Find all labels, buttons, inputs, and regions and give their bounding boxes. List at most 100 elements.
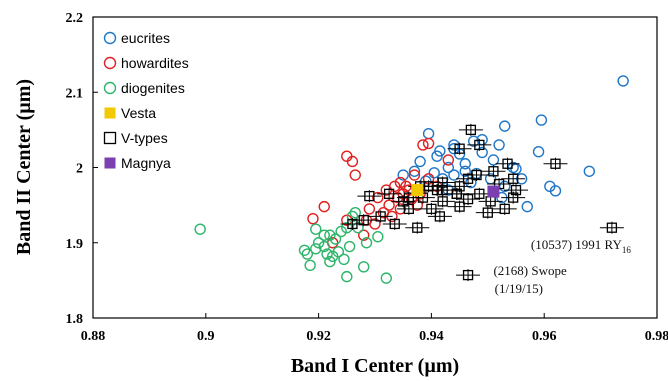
v-types-point <box>474 139 485 151</box>
howardites-point <box>346 155 359 168</box>
y-axis-title: Band II Center (µm) <box>13 79 35 255</box>
eucrites-point <box>465 176 477 189</box>
v-types-point <box>606 222 618 233</box>
legend: eucrites howardites diogenites Vesta V-types… <box>103 30 189 171</box>
v-types-point <box>389 218 400 230</box>
eucrites-point <box>487 154 500 166</box>
eucrites-point <box>448 139 460 151</box>
howardites-point <box>377 206 390 219</box>
legend-marker-v-types <box>103 131 117 145</box>
eucrites-point <box>397 169 409 181</box>
diogenites-point <box>194 223 206 235</box>
x-tick-label: 0.94 <box>419 329 444 344</box>
diogenites-point <box>335 225 347 238</box>
diogenites-point <box>343 240 356 253</box>
eucrites-point <box>544 180 556 193</box>
howardites-point <box>417 139 429 151</box>
v-types-point <box>412 222 423 233</box>
diogenites-point <box>329 233 342 245</box>
howardites-point <box>408 169 421 181</box>
diogenites-point <box>318 240 330 253</box>
diogenites-point <box>310 223 322 235</box>
diogenites-point <box>341 270 353 283</box>
eucrites-point <box>499 180 511 193</box>
y-tick-label: 2 <box>76 162 83 177</box>
eucrites-point <box>408 165 421 177</box>
v-types-point <box>508 192 519 203</box>
v-types-point <box>364 190 375 202</box>
eucrites-point <box>617 75 629 87</box>
y-axis-ticks: 1.8 1.9 2 2.1 2.2 <box>66 11 98 327</box>
v-types-point <box>502 158 513 169</box>
eucrites-point <box>448 169 460 181</box>
v-types-point <box>462 193 474 205</box>
v-types-point <box>499 203 510 215</box>
annotation-label: (1/19/15) <box>495 281 543 296</box>
diogenites-point <box>312 237 325 249</box>
x-tick-label: 0.92 <box>306 329 331 344</box>
eucrites-point <box>493 139 505 151</box>
y-tick-label: 2.1 <box>66 86 84 101</box>
legend-label-v-types: V-types <box>121 130 168 146</box>
howardites-point <box>372 191 384 204</box>
eucrites-point <box>459 165 471 177</box>
legend-label-diogenites: diogenites <box>121 80 185 96</box>
x-axis-ticks: 0.88 0.9 0.92 0.94 0.96 0.98 <box>81 313 668 344</box>
x-tick-label: 0.88 <box>81 329 106 344</box>
v-types-point <box>383 188 395 199</box>
diogenites-point <box>380 272 392 284</box>
legend-label-vesta: Vesta <box>121 105 156 121</box>
v-types-point <box>358 215 369 226</box>
legend-marker-magnya <box>104 157 116 169</box>
diogenites-point <box>349 206 361 219</box>
v-types-point <box>550 158 561 169</box>
howardites-point <box>422 137 435 150</box>
howardites-point <box>358 229 370 241</box>
v-types-point <box>454 201 465 212</box>
diogenites-point <box>324 255 336 268</box>
v-types-point <box>398 196 409 207</box>
eucrites-point <box>583 165 596 177</box>
eucrites-point <box>532 145 545 158</box>
diogenites-point <box>301 248 314 260</box>
diogenites-point <box>372 231 384 243</box>
howardites-point <box>411 199 423 211</box>
v-types-point <box>462 173 474 184</box>
v-types-point <box>403 192 414 203</box>
howardites-point <box>363 203 376 215</box>
diogenites-point <box>341 221 353 234</box>
diogenites-point <box>324 229 336 241</box>
y-tick-label: 1.8 <box>66 312 84 327</box>
v-types-point <box>437 196 448 207</box>
v-types-point <box>375 211 386 222</box>
annotations: (10537) 1991 RY16 (2168) Swope (1/19/15) <box>493 237 631 296</box>
eucrites-point <box>499 120 511 132</box>
legend-marker-eucrites <box>103 31 117 45</box>
v-types-point <box>462 269 474 281</box>
annotation-label: (10537) 1991 RY16 <box>531 237 632 255</box>
annotation-text: (2168) Swope <box>493 263 567 278</box>
v-types-point <box>403 203 414 215</box>
legend-label-howardites: howardites <box>121 55 189 71</box>
eucrites-point <box>442 161 455 174</box>
eucrites-point <box>476 146 488 159</box>
v-types-point <box>508 173 519 184</box>
howardites-point <box>349 169 361 181</box>
howardites-point <box>389 180 401 193</box>
diogenites-point <box>352 221 364 234</box>
v-types-point <box>482 207 493 218</box>
howardites-point <box>383 199 395 211</box>
eucrites-point <box>459 158 471 170</box>
diogenites-point <box>310 243 322 255</box>
v-types-point <box>510 184 522 196</box>
v-types-point <box>474 188 485 199</box>
y-tick-label: 1.9 <box>66 237 84 252</box>
diogenites-point <box>304 259 316 272</box>
eucrites-point <box>422 127 435 140</box>
annotation-text: (1/19/15) <box>495 281 543 296</box>
x-tick-label: 0.98 <box>645 329 668 344</box>
eucrites-point <box>428 167 440 179</box>
v-types-point <box>451 188 462 199</box>
diogenites-point <box>360 237 373 249</box>
